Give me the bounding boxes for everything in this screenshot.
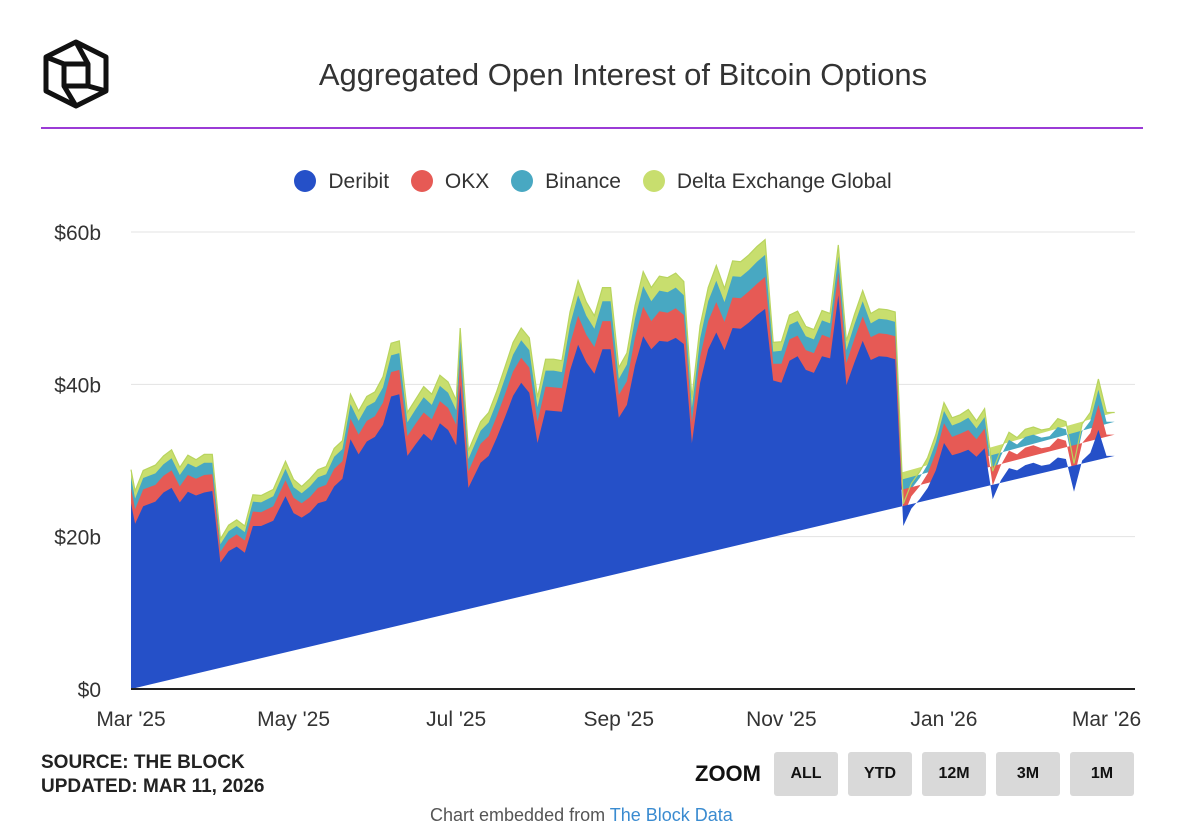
source-label: SOURCE: THE BLOCK <box>41 752 245 773</box>
y-tick-label: $0 <box>78 679 101 702</box>
title-divider <box>41 127 1143 129</box>
legend-label-delta: Delta Exchange Global <box>676 170 892 194</box>
footer-link[interactable]: The Block Data <box>609 805 733 825</box>
x-tick-label: May '25 <box>257 708 330 731</box>
legend-dot-delta <box>642 169 665 192</box>
the-block-logo[interactable] <box>40 38 112 110</box>
x-tick-label: Jul '25 <box>426 708 486 731</box>
zoom-12m-button[interactable]: 12M <box>922 752 986 796</box>
x-tick-label: Mar '25 <box>96 708 165 731</box>
x-tick-label: Sep '25 <box>583 708 654 731</box>
x-tick-label: Jan '26 <box>910 708 977 731</box>
footer-text: Chart embedded from <box>430 805 610 825</box>
x-tick-label: Mar '26 <box>1072 708 1141 731</box>
legend-item-delta[interactable]: Delta Exchange Global <box>642 169 892 194</box>
zoom-controls: ZOOM ALL YTD 12M 3M 1M <box>695 752 1144 796</box>
series-outline <box>130 238 1115 541</box>
legend-label-deribit: Deribit <box>328 170 390 194</box>
area-chart: $0 $20b $40b $60b Mar '25 May '25 Jul '25 Sep '… <box>54 222 1141 731</box>
zoom-label: ZOOM <box>695 761 761 786</box>
source-info: SOURCE: THE BLOCK UPDATED: MAR 11, 2026 <box>41 751 265 799</box>
y-tick-label: $40b <box>54 374 101 397</box>
y-tick-label: $20b <box>54 527 101 550</box>
zoom-ytd-button[interactable]: YTD <box>848 752 912 796</box>
legend-item-okx[interactable]: OKX <box>410 169 490 194</box>
updated-label: UPDATED: MAR 11, 2026 <box>41 776 265 797</box>
series-area-deribit <box>131 295 1115 689</box>
zoom-all-button[interactable]: ALL <box>774 752 838 796</box>
y-tick-label: $60b <box>54 222 101 245</box>
chart-title: Aggregated Open Interest of Bitcoin Opti… <box>318 57 928 92</box>
legend-label-okx: OKX <box>444 170 490 194</box>
zoom-1m-button[interactable]: 1M <box>1070 752 1134 796</box>
x-tick-label: Nov '25 <box>746 708 817 731</box>
legend-label-binance: Binance <box>545 170 621 194</box>
legend-item-deribit[interactable]: Deribit <box>294 169 390 194</box>
legend-dot-okx <box>410 169 433 192</box>
legend-dot-binance <box>511 169 534 192</box>
chart-legend: Deribit OKX Binance Delta Exchange Globa… <box>0 169 1186 194</box>
legend-dot-deribit <box>294 169 317 192</box>
zoom-3m-button[interactable]: 3M <box>996 752 1060 796</box>
legend-item-binance[interactable]: Binance <box>511 169 621 194</box>
